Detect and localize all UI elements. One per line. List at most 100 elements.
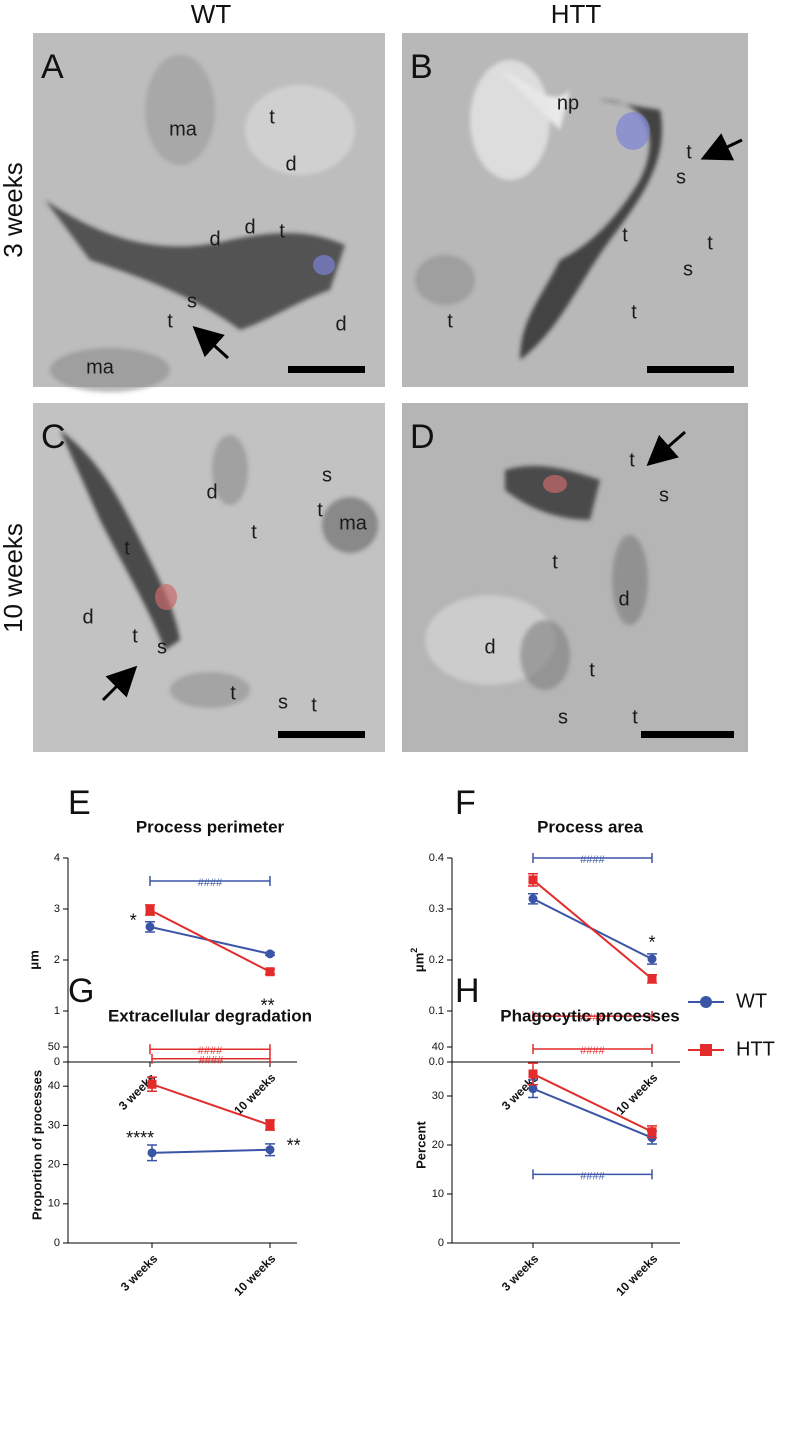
micrograph-d: [402, 403, 748, 752]
significance-bracket: [532, 1043, 653, 1054]
structure-label: t: [632, 706, 638, 728]
y-tick-label: 10: [48, 1198, 60, 1210]
significance-label: ####: [580, 1170, 605, 1182]
y-tick-label: 10: [432, 1188, 444, 1200]
structure-label: t: [311, 694, 317, 716]
micrograph-b: [402, 33, 748, 387]
panel-label: B: [410, 48, 433, 86]
significance-label: ####: [198, 1045, 223, 1057]
structure-label: d: [335, 313, 346, 335]
significance-label: ####: [580, 1012, 605, 1024]
y-tick-label: 20: [432, 1139, 444, 1151]
y-axis-label: Percent: [413, 1120, 428, 1168]
point: [647, 974, 657, 984]
panel-label: A: [41, 48, 64, 86]
point: [265, 967, 275, 977]
significance-bracket: [532, 1169, 653, 1180]
y-axis-label: μm: [26, 950, 41, 970]
structure-label: d: [82, 606, 93, 628]
y-axis-label: Proportion of processes: [29, 1070, 44, 1220]
x-tick-label: 10 weeks: [231, 1251, 278, 1298]
column-header: WT: [191, 0, 232, 29]
structure-label: t: [629, 449, 635, 471]
chart-title: Process area: [537, 817, 643, 836]
y-tick-label: 3: [54, 903, 60, 915]
structure-label: ma: [169, 118, 198, 140]
point: [528, 875, 538, 885]
y-tick-label: 0.4: [429, 852, 444, 864]
significance-star: **: [261, 996, 275, 1016]
structure-label: t: [447, 310, 453, 332]
point: [147, 1079, 157, 1089]
y-tick-label: 20: [48, 1159, 60, 1171]
structure-label: s: [322, 464, 332, 486]
structure-label: t: [230, 682, 236, 704]
series-line: [151, 1148, 271, 1154]
x-tick-label: 10 weeks: [613, 1070, 660, 1117]
structure-label: d: [244, 216, 255, 238]
panel-label: C: [41, 418, 66, 456]
point: [528, 894, 538, 904]
y-tick-label: 0.0: [429, 1056, 444, 1068]
series-line: [149, 909, 271, 973]
structure-label: t: [552, 551, 558, 573]
structure-label: s: [676, 166, 686, 188]
point: [147, 1148, 157, 1158]
significance-label: ####: [580, 854, 605, 866]
scale-bar: [641, 731, 734, 738]
y-tick-label: 40: [48, 1080, 60, 1092]
structure-label: s: [278, 691, 288, 713]
x-tick-label: 10 weeks: [613, 1251, 660, 1298]
point: [647, 1127, 657, 1137]
nucleus-highlight: [313, 255, 335, 275]
chart-title: Process perimeter: [136, 817, 285, 836]
point: [647, 954, 657, 964]
structure-label: d: [618, 588, 629, 610]
inclusion-highlight: [543, 475, 567, 493]
column-header: HTT: [551, 0, 602, 29]
y-tick-label: 2: [54, 954, 60, 966]
panel-label: D: [410, 418, 435, 456]
structure-label: t: [317, 499, 323, 521]
legend-label: WT: [736, 990, 767, 1012]
y-axis-label-sup: 2: [409, 948, 419, 953]
scale-bar: [278, 731, 365, 738]
structure-label: t: [631, 301, 637, 323]
y-tick-label: 0: [438, 1237, 444, 1249]
series-line: [532, 879, 653, 980]
structure-label: s: [187, 290, 197, 312]
y-tick-label: 0.1: [429, 1005, 444, 1017]
significance-star: *: [648, 932, 655, 952]
structure-label: t: [707, 232, 713, 254]
point: [265, 1120, 275, 1130]
row-header: 3 weeks: [0, 162, 28, 257]
structure-label: d: [285, 153, 296, 175]
row-header: 10 weeks: [0, 523, 28, 633]
inclusion-highlight: [155, 584, 177, 610]
y-tick-label: 30: [432, 1090, 444, 1102]
arrow: [192, 325, 230, 360]
point: [528, 1069, 538, 1079]
structure-label: t: [589, 659, 595, 681]
structure-label: s: [157, 636, 167, 658]
structure-label: t: [167, 310, 173, 332]
structure-label: s: [558, 706, 568, 728]
structure-label: t: [124, 537, 130, 559]
legend-label: HTT: [736, 1038, 775, 1060]
y-tick-label: 40: [432, 1041, 444, 1053]
chart-title: Extracellular degradation: [108, 1006, 312, 1025]
y-tick-label: 0.3: [429, 903, 444, 915]
chart-title: Phagocytic processes: [500, 1006, 680, 1025]
panel-label: G: [68, 972, 94, 1010]
structure-label: t: [622, 224, 628, 246]
significance-star: *: [130, 911, 137, 931]
y-axis-label: μm2: [409, 948, 426, 973]
legend-marker: [700, 1044, 712, 1056]
structure-label: d: [484, 636, 495, 658]
significance-bracket: [532, 853, 653, 863]
structure-label: t: [686, 141, 692, 163]
x-tick-label: 3 weeks: [499, 1251, 542, 1294]
significance-label: ####: [199, 1055, 224, 1067]
y-tick-label: 1: [54, 1005, 60, 1017]
